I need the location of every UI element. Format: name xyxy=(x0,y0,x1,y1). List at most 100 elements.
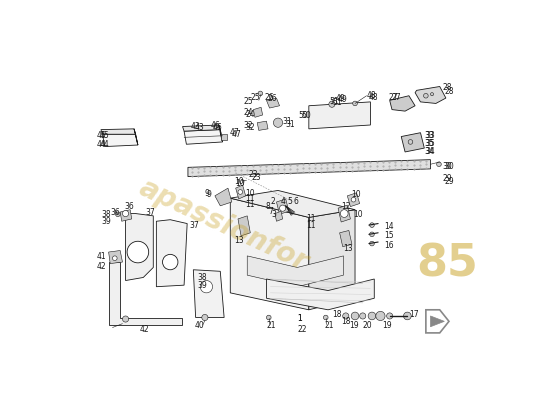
Circle shape xyxy=(202,314,208,320)
Text: 28: 28 xyxy=(444,86,454,96)
Text: 10: 10 xyxy=(234,177,244,186)
Circle shape xyxy=(353,101,358,106)
Circle shape xyxy=(112,256,117,260)
Text: 11: 11 xyxy=(246,194,255,203)
Text: 19: 19 xyxy=(349,321,359,330)
Circle shape xyxy=(408,140,412,144)
Text: 32: 32 xyxy=(246,123,255,132)
Text: 31: 31 xyxy=(286,120,295,129)
Circle shape xyxy=(404,312,411,320)
Text: 44: 44 xyxy=(100,140,109,149)
Circle shape xyxy=(437,162,441,166)
Text: 44: 44 xyxy=(97,140,107,149)
Polygon shape xyxy=(248,256,343,287)
Text: 20: 20 xyxy=(363,321,372,330)
Polygon shape xyxy=(194,270,224,318)
Text: 45: 45 xyxy=(100,131,109,140)
Text: 11: 11 xyxy=(246,200,255,210)
Text: 6: 6 xyxy=(294,197,298,206)
Polygon shape xyxy=(254,107,263,117)
Text: 2: 2 xyxy=(271,197,275,206)
Text: 1: 1 xyxy=(297,314,302,323)
Polygon shape xyxy=(215,188,232,206)
Text: 21: 21 xyxy=(267,321,276,330)
Polygon shape xyxy=(277,199,289,214)
Text: 51: 51 xyxy=(329,96,339,106)
Circle shape xyxy=(200,280,213,293)
Circle shape xyxy=(351,312,359,320)
Text: 7: 7 xyxy=(269,207,274,216)
Text: 17: 17 xyxy=(409,310,419,319)
Text: 25: 25 xyxy=(243,97,253,106)
Polygon shape xyxy=(426,310,449,333)
Text: 21: 21 xyxy=(324,321,334,330)
Polygon shape xyxy=(257,121,268,130)
Polygon shape xyxy=(102,134,138,146)
Text: 41: 41 xyxy=(97,252,107,261)
Text: 10: 10 xyxy=(236,179,245,188)
Text: 50: 50 xyxy=(301,111,311,120)
Polygon shape xyxy=(431,316,444,327)
Text: 38: 38 xyxy=(101,210,111,219)
Circle shape xyxy=(323,315,328,320)
Circle shape xyxy=(376,311,385,320)
Polygon shape xyxy=(338,205,350,222)
Polygon shape xyxy=(101,129,135,134)
Text: apassionfor: apassionfor xyxy=(135,174,314,276)
Text: 10: 10 xyxy=(246,189,255,198)
Circle shape xyxy=(163,254,178,270)
Text: 50: 50 xyxy=(299,111,309,120)
Text: 19: 19 xyxy=(382,321,392,330)
Text: 48: 48 xyxy=(369,93,378,102)
Text: 33: 33 xyxy=(425,131,434,140)
Circle shape xyxy=(123,210,129,217)
Text: 34: 34 xyxy=(425,146,434,156)
Text: 26: 26 xyxy=(265,93,274,102)
Text: 12: 12 xyxy=(341,202,351,211)
Text: 85: 85 xyxy=(416,242,478,285)
Text: 10: 10 xyxy=(351,190,361,200)
Text: 9: 9 xyxy=(206,190,211,200)
Text: 25: 25 xyxy=(250,93,260,102)
Polygon shape xyxy=(219,125,223,142)
Polygon shape xyxy=(230,198,309,310)
Polygon shape xyxy=(267,279,375,310)
Text: 18: 18 xyxy=(341,318,351,326)
Text: 24: 24 xyxy=(246,110,255,119)
Text: 13: 13 xyxy=(343,244,353,253)
Circle shape xyxy=(116,212,120,217)
Circle shape xyxy=(370,232,375,237)
Circle shape xyxy=(387,313,393,319)
Polygon shape xyxy=(389,96,415,111)
Text: 27: 27 xyxy=(392,93,402,102)
Circle shape xyxy=(360,313,366,319)
Text: 33: 33 xyxy=(426,131,436,140)
Text: 49: 49 xyxy=(336,94,345,103)
Polygon shape xyxy=(309,210,355,310)
Text: 46: 46 xyxy=(212,123,222,132)
Text: 36: 36 xyxy=(124,202,134,211)
Text: 11: 11 xyxy=(306,214,316,222)
Text: 29: 29 xyxy=(444,177,454,186)
Circle shape xyxy=(238,190,243,194)
Circle shape xyxy=(351,197,356,202)
Bar xyxy=(221,134,227,140)
Text: 1: 1 xyxy=(297,314,302,323)
Polygon shape xyxy=(109,250,123,264)
Text: 51: 51 xyxy=(332,98,342,107)
Text: 42: 42 xyxy=(140,325,149,334)
Text: 49: 49 xyxy=(338,95,348,104)
Text: 4: 4 xyxy=(281,197,286,206)
Polygon shape xyxy=(125,214,153,280)
Text: 42: 42 xyxy=(97,262,107,271)
Text: 23: 23 xyxy=(249,170,258,179)
Text: 47: 47 xyxy=(232,130,241,139)
Circle shape xyxy=(258,91,263,96)
Text: 43: 43 xyxy=(195,123,205,132)
Polygon shape xyxy=(109,262,182,325)
Text: 37: 37 xyxy=(146,208,155,217)
Polygon shape xyxy=(188,160,431,176)
Polygon shape xyxy=(348,193,360,207)
Text: 45: 45 xyxy=(97,131,107,140)
Text: 29: 29 xyxy=(443,174,453,183)
